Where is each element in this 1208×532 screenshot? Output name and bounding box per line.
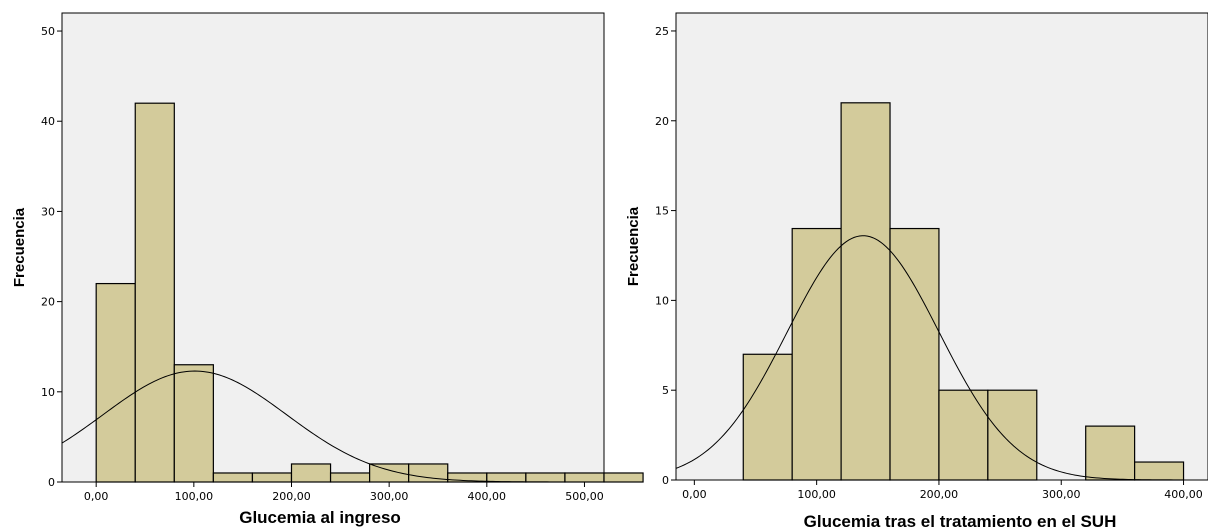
y-tick-label: 20 (41, 296, 55, 309)
normal-curve (61, 370, 604, 483)
x-tick-label: 200,00 (920, 488, 959, 501)
x-tick-label: 500,00 (565, 490, 604, 503)
histogram-bar (1134, 461, 1185, 481)
histogram-bar (329, 472, 371, 483)
y-tick-label: 0 (48, 476, 55, 489)
y-tick-label: 15 (655, 205, 669, 218)
x-tick-label: 0,00 (84, 490, 109, 503)
x-tick-label: 300,00 (1042, 488, 1081, 501)
histogram-bar (791, 227, 842, 481)
histogram-chart-2: 0 5 10 15 20 25 0,00 100,00 200,00 300,00 400,00 Fr… (625, 12, 1208, 531)
y-tick-label: 10 (655, 294, 669, 307)
normal-curve (675, 235, 1208, 481)
y-tick-label: 5 (662, 384, 669, 397)
histogram-bar (938, 389, 989, 481)
histogram-bar (251, 472, 293, 483)
x-tick-label: 400,00 (1164, 488, 1203, 501)
histogram-bar (564, 472, 605, 483)
histogram-bar (134, 102, 175, 483)
x-tick-label: 100,00 (797, 488, 836, 501)
y-tick-label: 30 (41, 205, 55, 218)
y-axis-title: Frecuencia (625, 206, 642, 286)
y-tick-label: 20 (655, 115, 669, 128)
x-tick-label: 200,00 (272, 490, 311, 503)
histogram-bar (889, 227, 940, 481)
x-axis-title: Glucemia tras el tratamiento en el SUH (804, 512, 1117, 531)
histogram-bar (1085, 425, 1136, 481)
x-tick-label: 300,00 (370, 490, 409, 503)
y-tick-label: 25 (655, 25, 669, 38)
histogram-bar (525, 472, 566, 483)
histogram-bar (212, 472, 254, 483)
histogram-bar (173, 364, 214, 483)
histogram-bar (987, 389, 1038, 481)
histogram-bar (95, 282, 136, 483)
y-axis-title: Frecuencia (11, 207, 28, 287)
x-tick-label: 100,00 (175, 490, 214, 503)
y-tick-label: 40 (41, 115, 55, 128)
histogram-bar (603, 472, 644, 483)
histogram-bar (742, 353, 793, 481)
histogram-bar (486, 472, 527, 483)
x-tick-label: 400,00 (468, 490, 507, 503)
histogram-bar (840, 102, 891, 481)
y-tick-label: 50 (41, 25, 55, 38)
x-tick-label: 0,00 (682, 488, 707, 501)
histogram-bar (290, 463, 332, 483)
y-tick-label: 0 (662, 474, 669, 487)
x-axis-title: Glucemia al ingreso (239, 508, 401, 527)
y-tick-label: 10 (41, 386, 55, 399)
